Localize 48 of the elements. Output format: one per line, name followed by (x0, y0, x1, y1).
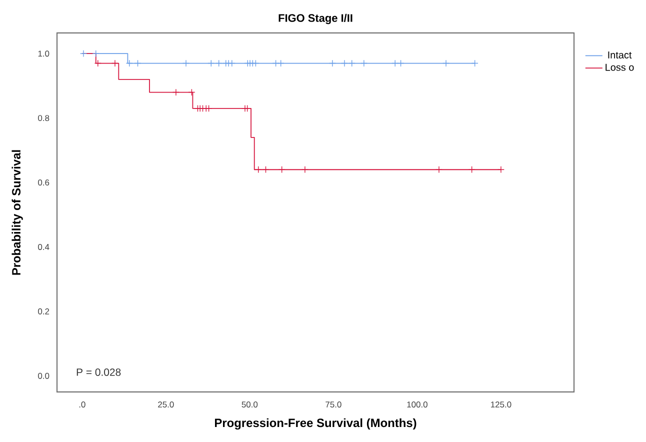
y-tick-label: 1.0 (38, 50, 50, 57)
y-tick-label: 0.6 (38, 180, 50, 186)
chart-title: FIGO Stage I/II (278, 14, 352, 24)
point (471, 60, 478, 67)
point (468, 166, 476, 174)
point (254, 166, 262, 174)
point (208, 60, 215, 67)
point (182, 60, 190, 67)
x-tick-label: 100.0 (407, 402, 428, 408)
point (134, 60, 142, 67)
point (340, 60, 348, 67)
annotation: P = 0.028 (76, 368, 121, 376)
x-axis-title: Progression-Free Survival (Months) (215, 418, 416, 430)
y-tick-label: 0.2 (38, 308, 50, 314)
point (328, 60, 336, 67)
point (94, 60, 102, 67)
point (126, 60, 133, 67)
x-tick-label: 25.0 (158, 402, 174, 408)
x-tick-label: 125.0 (491, 402, 512, 408)
x-tick-label: .0 (79, 402, 86, 408)
point (348, 60, 356, 67)
point (111, 60, 119, 67)
point (277, 60, 284, 67)
y-tick-label: 0.8 (38, 115, 50, 122)
point (188, 88, 196, 96)
point (272, 60, 280, 67)
y-axis-title: Probability of Survival (12, 150, 23, 275)
point (497, 166, 504, 174)
legend-label: Loss o (606, 64, 634, 71)
point (172, 88, 180, 96)
point (442, 60, 450, 67)
point (392, 60, 399, 67)
legend-label: Intact (608, 52, 632, 58)
point (360, 60, 368, 67)
point (92, 50, 100, 58)
point (262, 166, 270, 174)
point (252, 60, 260, 67)
point (228, 60, 236, 67)
point (278, 166, 286, 174)
point (215, 60, 222, 67)
point (435, 166, 443, 174)
point (397, 60, 404, 67)
x-tick-label: 50.0 (242, 402, 258, 408)
point (244, 104, 251, 112)
point (301, 166, 308, 174)
x-tick-label: 75.0 (326, 402, 342, 408)
y-tick-label: 0.0 (38, 372, 50, 379)
y-tick-label: 0.4 (38, 244, 50, 250)
